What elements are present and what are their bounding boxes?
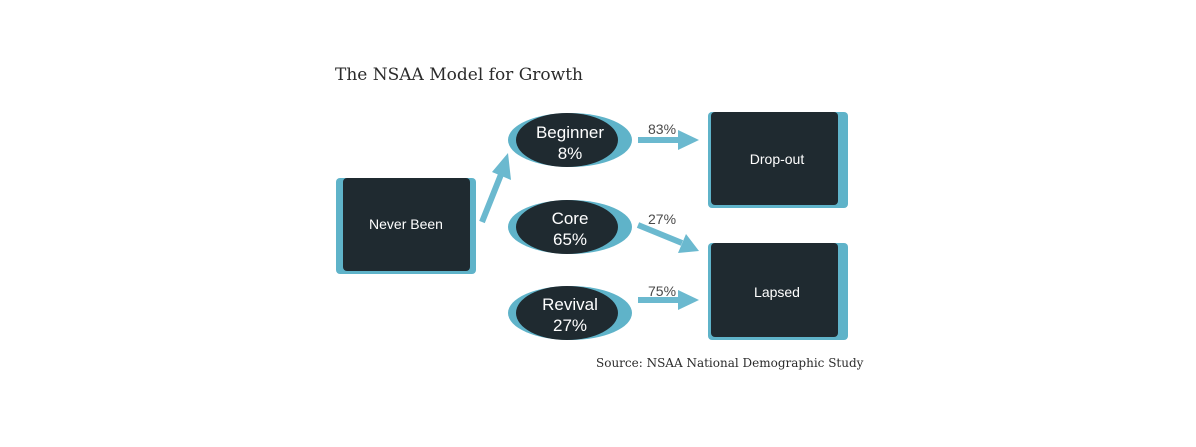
flow-revival-lapsed-pct: 75% <box>648 283 676 299</box>
never-been-label: Never Been <box>369 216 443 232</box>
revival-ellipse <box>516 286 618 340</box>
flow-beginner-dropout-pct: 83% <box>648 121 676 137</box>
core-ellipse <box>516 200 618 254</box>
beginner-value: 8% <box>558 144 583 163</box>
never-been-node: Never Been <box>336 178 476 274</box>
core-value: 65% <box>553 230 587 249</box>
core-node: Core 65% <box>508 200 632 254</box>
lapsed-label: Lapsed <box>754 284 800 300</box>
beginner-node: Beginner 8% <box>508 113 632 167</box>
arrow-head <box>678 290 699 310</box>
arrow-beginner-to-dropout: 83% <box>638 121 699 150</box>
arrow-core-to-lapsed: 27% <box>636 211 699 253</box>
revival-label: Revival <box>542 295 598 314</box>
arrow-revival-to-lapsed: 75% <box>638 283 699 310</box>
beginner-label: Beginner <box>536 123 604 142</box>
lapsed-box <box>711 243 838 337</box>
drop-out-node: Drop-out <box>708 112 848 208</box>
arrow-shaft <box>636 222 684 246</box>
arrow-never-been-to-beginner <box>479 153 511 224</box>
drop-out-label: Drop-out <box>750 151 805 167</box>
arrow-head <box>678 130 699 150</box>
beginner-ellipse <box>516 113 618 167</box>
arrow-head <box>678 234 699 253</box>
never-been-box <box>343 178 470 271</box>
revival-node: Revival 27% <box>508 286 632 340</box>
arrow-shaft <box>479 170 505 224</box>
flow-core-lapsed-pct: 27% <box>648 211 676 227</box>
core-label: Core <box>552 209 589 228</box>
lapsed-node: Lapsed <box>708 243 848 340</box>
drop-out-box <box>711 112 838 205</box>
source-note: Source: NSAA National Demographic Study <box>596 356 864 370</box>
revival-value: 27% <box>553 316 587 335</box>
diagram-title: The NSAA Model for Growth <box>335 65 583 85</box>
arrow-head <box>492 153 511 180</box>
